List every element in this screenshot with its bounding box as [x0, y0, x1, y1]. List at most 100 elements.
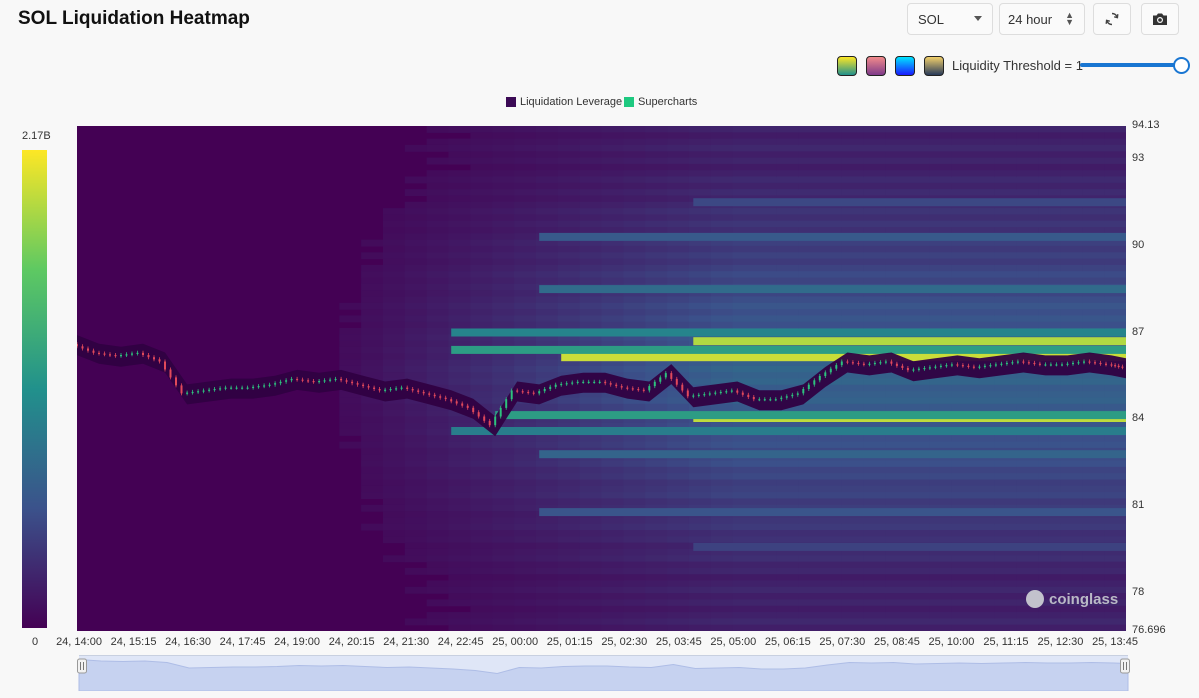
heatmap-cell	[951, 296, 974, 304]
heatmap-cell	[404, 555, 428, 563]
legend-supercharts[interactable]: Supercharts	[624, 96, 697, 108]
heatmap-cell	[798, 422, 821, 430]
palette-gold-swatch[interactable]	[924, 56, 944, 76]
heatmap-cell	[841, 290, 865, 297]
heatmap-cell	[1082, 612, 1105, 619]
palette-rose-swatch[interactable]	[866, 56, 886, 76]
heatmap-cell	[1038, 492, 1062, 499]
heatmap-cell	[907, 384, 930, 392]
heatmap-cell	[492, 239, 515, 247]
heatmap-cell	[557, 485, 581, 493]
heatmap-cell	[667, 567, 690, 575]
candle	[1110, 364, 1113, 366]
heatmap-cell	[1082, 618, 1105, 626]
palette-blue-swatch[interactable]	[895, 56, 915, 76]
heatmap-cell	[601, 523, 624, 531]
heatmap-cell	[514, 214, 537, 222]
heatmap-cell	[1016, 321, 1040, 329]
time-navigator[interactable]	[77, 655, 1130, 691]
heatmap-cell	[448, 201, 471, 209]
heatmap-cell	[492, 296, 515, 304]
x-tick-label: 25, 00:00	[492, 636, 539, 648]
heatmap-cell	[492, 208, 515, 215]
heatmap-cell	[535, 567, 559, 575]
heatmap-cell	[645, 599, 668, 607]
heatmap-cell	[885, 252, 909, 260]
time-range-select[interactable]: 24 hour ▲ ▼	[999, 3, 1085, 35]
heatmap-cell	[732, 182, 756, 190]
heatmap-cell	[1060, 517, 1083, 525]
heatmap-cell	[951, 126, 974, 133]
heatmap-cell	[994, 624, 1018, 631]
heatmap-cell	[1082, 176, 1105, 184]
refresh-button[interactable]	[1093, 3, 1131, 35]
heatmap-cell	[404, 548, 428, 556]
heatmap-cell	[448, 473, 471, 481]
heatmap-cell	[885, 271, 909, 279]
heatmap-cell	[426, 328, 450, 335]
symbol-select[interactable]: SOL	[907, 3, 993, 35]
heatmap-cell	[688, 605, 712, 613]
navigator-right-handle[interactable]	[1120, 658, 1130, 674]
heatmap-cell	[929, 397, 952, 405]
heatmap-cell	[841, 435, 865, 443]
heatmap-cell	[470, 126, 493, 133]
heatmap-cell	[1038, 536, 1062, 544]
heatmap-cell	[994, 599, 1018, 607]
heatmap-cell	[885, 384, 909, 392]
heatmap-cell	[863, 479, 887, 487]
heatmap-cell	[907, 309, 930, 316]
heatmap-cell	[973, 397, 996, 405]
heatmap-cell	[1060, 422, 1083, 430]
candle	[219, 388, 222, 390]
heatmap-cell	[1104, 473, 1126, 481]
heatmap-cell	[1104, 403, 1126, 411]
heatmap-cell	[426, 555, 450, 563]
candle	[92, 350, 95, 353]
candle	[235, 387, 238, 389]
heatmap-cell	[667, 441, 690, 449]
heatmap-cell	[601, 466, 624, 474]
heatmap-cell	[535, 334, 559, 342]
screenshot-button[interactable]	[1141, 3, 1179, 35]
heatmap-cell	[973, 245, 996, 253]
heatmap-cell	[907, 580, 930, 588]
heatmap-cell	[776, 593, 799, 600]
heatmap-cell	[492, 586, 515, 594]
threshold-slider-handle[interactable]	[1173, 57, 1190, 74]
heatmap-cell	[623, 536, 646, 544]
navigator-left-handle[interactable]	[77, 658, 87, 674]
heatmap-cell	[754, 378, 777, 386]
legend-liquidation-leverage[interactable]: Liquidation Leverage	[506, 96, 622, 108]
heatmap-cell	[404, 302, 428, 310]
heatmap-cell	[601, 214, 624, 222]
heatmap-cell	[1016, 302, 1040, 310]
heatmap-cell	[732, 624, 756, 631]
heatmap-cell	[820, 144, 843, 152]
heatmap-cell	[754, 548, 777, 556]
heatmap-cell	[1060, 239, 1083, 247]
heatmap-cell	[448, 315, 471, 323]
heatmap-cell	[841, 214, 865, 222]
candle	[147, 355, 150, 358]
heatmap-cell	[514, 365, 537, 373]
heatmap-cell	[383, 485, 406, 493]
liquidated-zone	[77, 335, 1126, 437]
heatmap-cell	[688, 378, 712, 386]
heatmap-cell	[973, 315, 996, 323]
heatmap-cell	[710, 126, 734, 133]
heatmap-plot[interactable]	[77, 126, 1126, 631]
heatmap-cell	[383, 492, 406, 499]
threshold-slider-track[interactable]	[1080, 63, 1180, 67]
heatmap-cell	[929, 258, 952, 266]
heatmap-cell	[470, 220, 493, 228]
heatmap-cell	[383, 328, 406, 335]
heatmap-cell	[1038, 580, 1062, 588]
palette-viridis-swatch[interactable]	[837, 56, 857, 76]
candle	[197, 391, 200, 393]
heatmap-cell	[973, 586, 996, 594]
heatmap-cell	[361, 290, 384, 297]
candle	[609, 383, 612, 385]
candle	[901, 365, 904, 368]
heatmap-cell	[448, 485, 471, 493]
